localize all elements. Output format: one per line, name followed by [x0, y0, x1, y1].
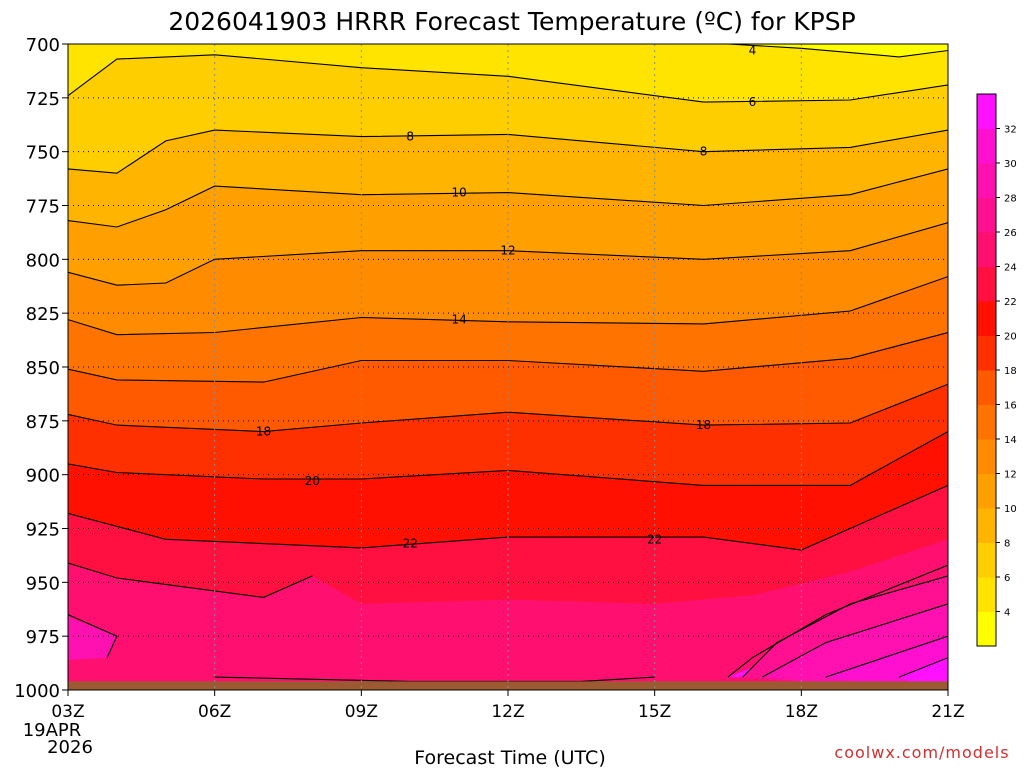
colorbar-swatch-5	[977, 439, 996, 474]
contour-warm-3	[898, 657, 948, 678]
colorbar-tick-label-20: 20	[1004, 332, 1017, 343]
y-tick-label-825: 825	[26, 304, 60, 325]
x-axis: 03Z 06Z 09Z 12Z 15Z 18Z 21Z	[51, 690, 965, 722]
x-tick-label-12Z: 12Z	[491, 702, 524, 722]
colorbar-swatch-15	[977, 94, 996, 129]
colorbar-tick-label-14: 14	[1004, 435, 1017, 446]
contour-18	[68, 383, 948, 433]
y-tick-label-1000: 1000	[14, 681, 60, 702]
x-axis-label: Forecast Time (UTC)	[414, 747, 605, 768]
x-tick-label-03Z: 03Z	[51, 702, 84, 722]
colorbar-swatch-4	[977, 473, 996, 509]
colorbar-swatch-6	[977, 404, 996, 440]
colorbar-swatch-9	[977, 301, 996, 336]
colorbar-tick-label-28: 28	[1004, 194, 1017, 205]
contour-12	[68, 222, 948, 286]
chart-title: 2026041903 HRRR Forecast Temperature (ºC…	[168, 7, 855, 36]
contour-label-8: 8	[406, 130, 414, 144]
contour-label-10: 10	[451, 186, 466, 200]
colorbar-tick-label-16: 16	[1004, 401, 1017, 412]
colorbar-swatch-2	[977, 542, 996, 578]
contour-8	[68, 129, 948, 174]
colorbar-swatch-1	[977, 577, 996, 612]
y-tick-label-850: 850	[26, 358, 60, 379]
colorbar-swatch-3	[977, 508, 996, 543]
y-tick-label-775: 775	[26, 197, 60, 218]
y-tick-label-900: 900	[26, 466, 60, 487]
x-tick-label-21Z: 21Z	[931, 702, 964, 722]
contour-warm-0	[742, 575, 948, 678]
contour-label-22: 22	[403, 537, 418, 551]
hot-region-lower-left	[68, 616, 117, 660]
grid	[67, 44, 948, 690]
colorbar: 4 6 8 10 12 14 16 18 20 22 24 26 28 30 32	[976, 93, 1017, 647]
contour-lines	[68, 44, 948, 690]
colorbar-tick-label-30: 30	[1004, 159, 1017, 170]
contour-label-4: 4	[749, 43, 757, 57]
contour-label-18: 18	[256, 425, 271, 439]
y-tick-label-725: 725	[26, 89, 60, 110]
y-tick-label-875: 875	[26, 412, 60, 433]
contour-24	[68, 562, 313, 598]
colorbar-tick-label-26: 26	[1004, 228, 1017, 239]
colorbar-swatch-8	[977, 335, 996, 371]
colorbar-tick-label-24: 24	[1004, 263, 1017, 274]
colorbar-tick-label-18: 18	[1004, 366, 1017, 377]
contour-16	[68, 331, 948, 383]
colorbar-tick-label-22: 22	[1004, 297, 1017, 308]
contour-label-22: 22	[647, 532, 662, 546]
colorbar-tick-label-10: 10	[1004, 504, 1017, 515]
x-tick-label-09Z: 09Z	[345, 702, 378, 722]
y-tick-label-700: 700	[26, 35, 60, 56]
contour-label-8: 8	[700, 145, 708, 159]
contour-warm-2	[825, 635, 948, 678]
colorbar-swatch-12	[977, 197, 996, 233]
contour-label-20: 20	[305, 474, 320, 488]
x-tick-label-15Z: 15Z	[638, 702, 671, 722]
y-tick-label-975: 975	[26, 627, 60, 648]
colorbar-swatch-10	[977, 266, 996, 302]
contour-label-12: 12	[500, 244, 515, 258]
colorbar-tick-label-4: 4	[1004, 608, 1010, 619]
contour-label-14: 14	[451, 313, 466, 327]
contour-warm-4	[727, 564, 948, 678]
x-tick-label-06Z: 06Z	[198, 702, 231, 722]
colorbar-swatch-7	[977, 370, 996, 405]
y-tick-label-800: 800	[26, 250, 60, 271]
colorbar-swatch-14	[977, 128, 996, 164]
contour-label-6: 6	[749, 95, 757, 109]
colorbar-swatch-0	[977, 611, 996, 647]
contour-label-18: 18	[696, 418, 711, 432]
colorbar-tick-label-6: 6	[1004, 573, 1010, 584]
contour-14	[68, 276, 948, 336]
contour-6	[68, 54, 948, 103]
contour-20	[68, 431, 948, 486]
contour-4	[727, 44, 948, 58]
colorbar-swatch-11	[977, 232, 996, 267]
contour-warm-1	[761, 603, 948, 678]
contour-26	[68, 614, 118, 658]
y-tick-label-925: 925	[26, 520, 60, 541]
colorbar-tick-label-12: 12	[1004, 470, 1017, 481]
ground	[68, 681, 948, 690]
colorbar-swatch-13	[977, 163, 996, 198]
y-tick-label-950: 950	[26, 573, 60, 594]
y-tick-label-750: 750	[26, 143, 60, 164]
contour-labels: 4 6 8 8 10 12 14 18 18 20 22 22	[256, 43, 756, 550]
colorbar-tick-label-8: 8	[1004, 539, 1010, 550]
x-date-month: 19APR	[23, 720, 82, 741]
x-tick-label-18Z: 18Z	[785, 702, 818, 722]
credit-text: coolwx.com/models	[834, 743, 1009, 762]
y-axis: 700 725 750 775 800 825 850 875 900 925 950 975 1000	[14, 35, 68, 702]
colorbar-tick-label-32: 32	[1004, 125, 1017, 136]
x-date-year: 2026	[47, 737, 93, 758]
